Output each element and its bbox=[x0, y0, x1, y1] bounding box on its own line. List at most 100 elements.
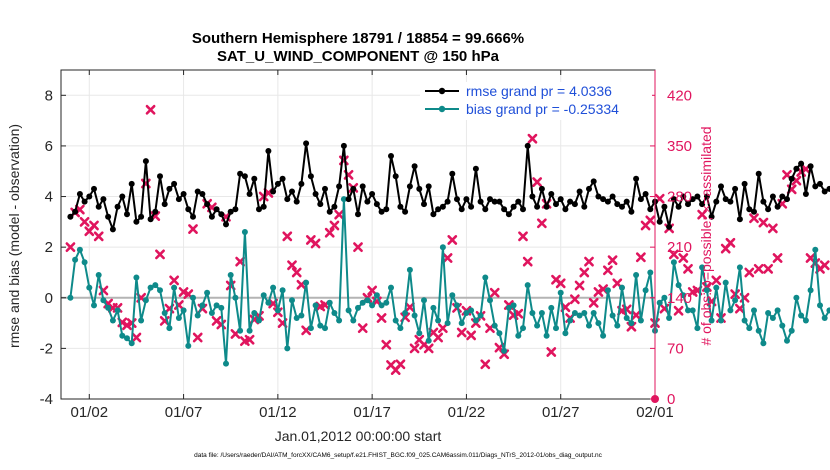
rmse-point bbox=[421, 201, 427, 208]
bias-point bbox=[472, 317, 479, 324]
assimilated-marker bbox=[291, 267, 302, 278]
rmse-line bbox=[69, 142, 830, 231]
rmse-point bbox=[298, 180, 305, 187]
rmse-point bbox=[213, 206, 220, 213]
rmse-point bbox=[595, 193, 602, 200]
bias-point bbox=[91, 302, 97, 309]
bias-point bbox=[95, 272, 102, 278]
rmse-point bbox=[562, 206, 569, 213]
y-left-tick-label: -2 bbox=[40, 340, 53, 357]
bias-point bbox=[369, 302, 376, 309]
y-left-tick-label: 0 bbox=[45, 290, 53, 307]
rmse-point bbox=[821, 188, 828, 195]
rmse-point bbox=[444, 198, 451, 205]
rmse-point bbox=[642, 191, 649, 197]
legend-rmse-label: rmse grand pr = 4.0336 bbox=[466, 83, 612, 99]
rmse-point bbox=[732, 185, 739, 192]
bias-point bbox=[807, 287, 814, 294]
bias-point bbox=[232, 294, 239, 301]
bias-point bbox=[81, 259, 88, 266]
rmse-point bbox=[246, 191, 253, 197]
y-left-axis-label: rmse and bias (model - observation) bbox=[6, 124, 22, 348]
assimilated-marker bbox=[65, 242, 76, 253]
assimilated-marker bbox=[673, 305, 684, 316]
assimilated-marker bbox=[569, 294, 580, 305]
rmse-point bbox=[364, 198, 371, 205]
assimilated-marker bbox=[310, 238, 321, 249]
assimilated-marker bbox=[588, 297, 599, 308]
bias-point bbox=[265, 299, 272, 306]
bias-point bbox=[402, 310, 409, 316]
bias-point bbox=[571, 310, 578, 316]
rmse-point bbox=[798, 160, 805, 167]
rmse-point bbox=[406, 183, 413, 190]
assimilated-marker bbox=[767, 223, 778, 234]
assimilated-marker bbox=[763, 263, 774, 274]
y-left-tick-label: 2 bbox=[45, 239, 53, 256]
rmse-point bbox=[317, 201, 324, 208]
rmse-point bbox=[802, 191, 809, 197]
rmse-point bbox=[454, 196, 460, 203]
rmse-point bbox=[402, 208, 409, 215]
rmse-point bbox=[501, 206, 508, 213]
assimilated-marker bbox=[169, 275, 180, 286]
bias-point bbox=[373, 292, 380, 299]
bias-point bbox=[496, 330, 503, 337]
bias-point bbox=[477, 312, 484, 319]
assimilated-marker bbox=[334, 209, 345, 220]
bias-point bbox=[468, 307, 475, 314]
assimilated-marker bbox=[367, 285, 378, 296]
bias-point bbox=[628, 320, 635, 327]
rmse-point bbox=[534, 203, 541, 210]
assimilated-marker bbox=[433, 332, 444, 343]
assimilated-marker bbox=[192, 332, 203, 343]
rmse-point bbox=[746, 206, 753, 213]
rmse-point bbox=[91, 185, 97, 192]
bias-point bbox=[397, 325, 404, 332]
assimilated-marker bbox=[423, 343, 434, 354]
rmse-point bbox=[586, 185, 592, 192]
assimilated-marker bbox=[442, 253, 453, 263]
bias-point bbox=[152, 282, 159, 289]
rmse-point bbox=[411, 163, 418, 170]
assimilated-marker bbox=[178, 287, 189, 297]
assimilated-marker bbox=[244, 334, 255, 345]
assimilated-marker bbox=[93, 231, 104, 242]
rmse-point bbox=[439, 203, 446, 210]
bias-point bbox=[817, 302, 823, 309]
bias-point bbox=[600, 332, 607, 339]
rmse-point bbox=[520, 206, 526, 213]
rmse-point bbox=[685, 201, 691, 208]
rmse-point bbox=[751, 208, 757, 215]
assimilated-marker bbox=[324, 227, 335, 238]
y-right-axis-ticks: 0 70 140 210 280 350 420 bbox=[650, 70, 692, 408]
rmse-point bbox=[369, 191, 376, 197]
assimilated-marker bbox=[518, 231, 528, 242]
rmse-point bbox=[680, 193, 687, 200]
rmse-point bbox=[326, 208, 333, 215]
rmse-point bbox=[340, 142, 347, 149]
bias-point bbox=[670, 259, 677, 266]
assimilated-marker bbox=[89, 220, 99, 231]
bias-point bbox=[67, 294, 74, 301]
bias-point bbox=[105, 304, 112, 311]
x-tick-label: 01/22 bbox=[448, 404, 486, 421]
rmse-point bbox=[628, 208, 635, 215]
assimilated-marker bbox=[437, 323, 448, 334]
bias-point bbox=[732, 297, 739, 304]
assimilated-marker bbox=[602, 265, 613, 276]
bias-point bbox=[279, 287, 286, 294]
rmse-point bbox=[505, 211, 512, 218]
bias-point bbox=[736, 264, 743, 271]
rmse-point bbox=[515, 198, 522, 205]
bias-point bbox=[529, 310, 536, 316]
rmse-point bbox=[538, 185, 545, 192]
right-axis-zero-marker bbox=[651, 395, 659, 403]
bias-point bbox=[793, 294, 800, 301]
bias-point bbox=[482, 274, 489, 281]
assimilated-marker bbox=[753, 263, 764, 274]
rmse-point bbox=[67, 213, 74, 220]
rmse-point bbox=[359, 183, 366, 190]
bias-point bbox=[331, 310, 338, 316]
